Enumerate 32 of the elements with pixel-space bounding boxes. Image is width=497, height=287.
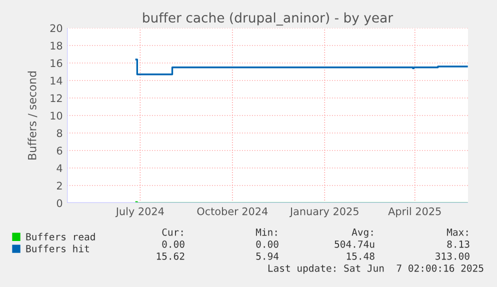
- x-tick-label: July 2024: [115, 207, 164, 218]
- y-tick-label: 12: [50, 94, 62, 102]
- text: Min:: [256, 228, 277, 236]
- text: Cur:: [162, 228, 183, 236]
- y-tick-label: 18: [50, 42, 62, 50]
- y-tick-label: 8: [56, 129, 62, 138]
- y-tick-label: 16: [50, 59, 62, 68]
- text: 504.74u: [334, 240, 374, 248]
- text: 15.62: [156, 252, 184, 260]
- x-tick-label: October 2024: [197, 207, 268, 216]
- y-tick-label: 6: [56, 146, 62, 155]
- x-tick-label: April 2025: [388, 207, 441, 218]
- text: 15.48: [346, 252, 374, 260]
- y-tick-label: 20: [50, 24, 62, 32]
- y-tick-label: 4: [56, 164, 62, 172]
- legend-label: Buffers hit: [26, 244, 89, 252]
- text: Avg:: [352, 228, 373, 238]
- y-tick-label: 14: [50, 76, 62, 84]
- x-tick-label: January 2025: [289, 207, 358, 218]
- text: 5.94: [256, 252, 279, 260]
- y-tick-label: 0: [56, 199, 62, 208]
- text: Max:: [446, 228, 468, 236]
- y-axis-title: Buffers / second: [28, 71, 38, 160]
- y-tick-label: 2: [56, 182, 62, 190]
- text: 313.00: [436, 252, 470, 260]
- text: 8.13: [447, 240, 470, 248]
- y-tick-label: 10: [50, 112, 62, 120]
- text: 0.00: [162, 240, 184, 248]
- legend-label: Buffers read: [26, 232, 95, 240]
- text: 0.00: [256, 240, 278, 248]
- text: Last update: Sat Jun 7 02:00:16 2025: [268, 264, 484, 274]
- chart-title: buffer cache (drupal_aninor) - by year: [143, 12, 394, 26]
